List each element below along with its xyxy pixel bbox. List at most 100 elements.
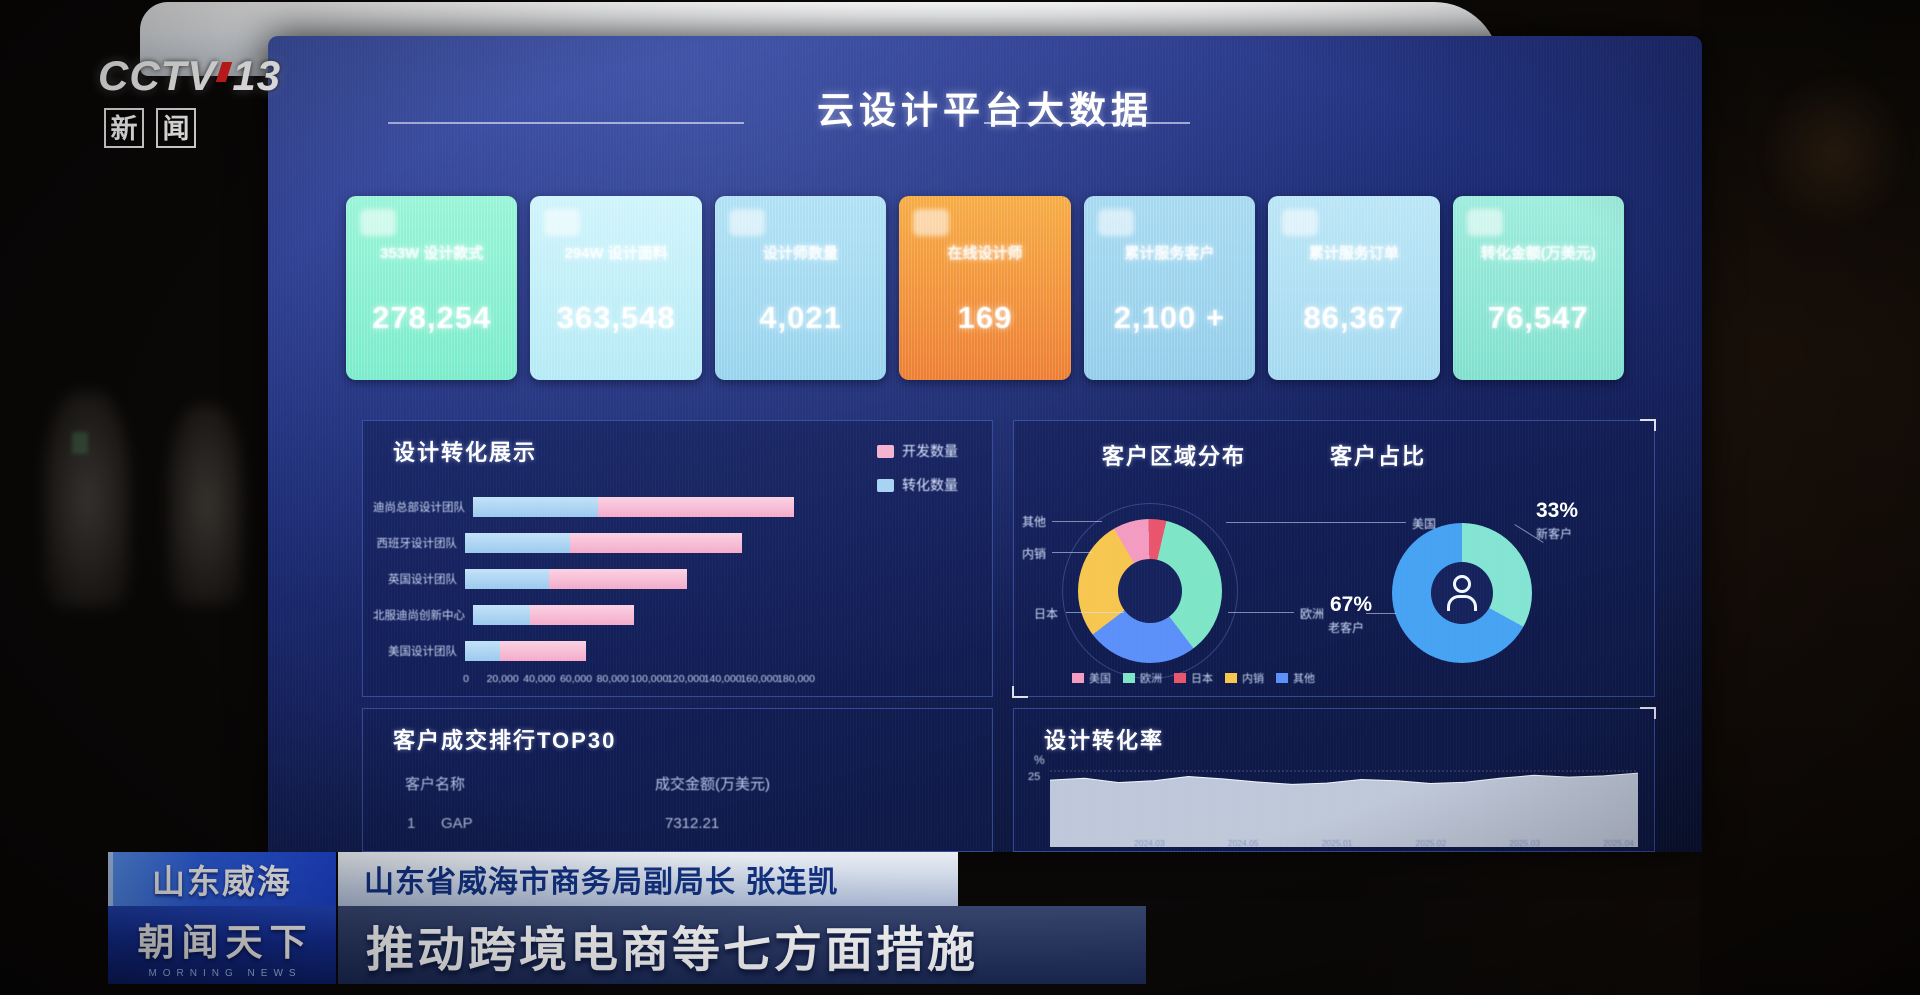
y-axis-unit: % xyxy=(1034,753,1045,767)
customer-person-icon xyxy=(1445,575,1479,611)
panel-design-conversion: 设计转化展示 开发数量 转化数量 迪尚总部设计团队 西班牙设计团队 xyxy=(362,420,993,697)
donut-hole xyxy=(1431,562,1493,624)
kpi-value: 4,021 xyxy=(759,300,842,335)
bar-segment-converted xyxy=(473,605,530,625)
bar-track xyxy=(473,605,803,625)
x-axis-tick: 80,000 xyxy=(596,673,629,685)
callout-line xyxy=(1228,612,1294,613)
bar-segment-converted xyxy=(465,569,550,589)
old-customer-label: 老客户 xyxy=(1328,621,1365,635)
kpi-value: 76,547 xyxy=(1487,300,1589,335)
bar-segment-developed xyxy=(597,497,794,517)
region-label-europe: 欧洲 xyxy=(1300,607,1325,621)
x-axis-tick: 140,000 xyxy=(703,673,742,685)
x-axis-tick: 100,000 xyxy=(630,673,669,685)
panel-corner-mark xyxy=(1640,707,1656,719)
panel-corner-mark xyxy=(1012,686,1028,698)
region-label-japan: 日本 xyxy=(1034,607,1059,621)
x-axis-date-tick: 2025.02 xyxy=(1415,838,1447,848)
headline-text: 推动跨境电商等七方面措施 xyxy=(366,924,979,977)
legend-label: 日本 xyxy=(1191,673,1213,685)
legend-item: 欧洲 xyxy=(1123,670,1162,686)
region-label-other: 其他 xyxy=(1022,515,1047,529)
callout-line xyxy=(1366,613,1396,614)
new-customer-label: 新客户 xyxy=(1536,527,1573,541)
panel-corner-mark xyxy=(1640,419,1656,431)
x-axis-tick: 160,000 xyxy=(740,673,779,685)
mannequin-silhouette xyxy=(168,405,244,605)
legend-label: 内销 xyxy=(1242,673,1264,685)
program-name-english: MORNING NEWS xyxy=(148,967,302,979)
region-legend: 美国 欧洲 日本 内销 其他 xyxy=(1072,670,1315,686)
panel-title: 客户成交排行TOP30 xyxy=(393,728,617,753)
channel-char-box: 闻 xyxy=(156,108,196,148)
bar-category-label: 西班牙设计团队 xyxy=(376,538,458,550)
program-name: 朝闻天下 xyxy=(137,921,314,963)
channel-number: 13 xyxy=(232,52,282,99)
kpi-card: 设计师数量 4,021 xyxy=(714,196,887,380)
legend-item: 开发数量 xyxy=(877,441,958,461)
panel-conversion-rate: 设计转化率 % 25 2024.03 2024.05 2025.01 2025.02 2… xyxy=(1013,707,1656,852)
x-axis-tick: 120,000 xyxy=(667,673,705,685)
x-axis-date-tick: 2024.05 xyxy=(1227,838,1259,848)
bar-track xyxy=(473,497,803,517)
legend-label: 转化数量 xyxy=(902,477,958,493)
legend-item: 其他 xyxy=(1276,670,1315,686)
bar-segment-converted xyxy=(465,641,500,661)
bar-category-label: 北服迪尚创新中心 xyxy=(373,610,465,622)
legend-item: 内销 xyxy=(1225,670,1264,686)
bar-segment-developed xyxy=(549,569,687,589)
display-light xyxy=(72,432,88,454)
legend-swatch xyxy=(1276,673,1288,683)
kpi-card: 353W 设计款式 278,254 xyxy=(346,196,518,380)
panel-customer-distribution: 客户区域分布 客户占比 其他 内销 日本 美国 欧洲 33% 新客户 67% xyxy=(1012,419,1656,698)
title-underline-left xyxy=(388,122,744,124)
bar-segment-developed xyxy=(499,641,586,661)
legend-swatch xyxy=(1123,673,1135,683)
callout-line xyxy=(1052,521,1102,522)
bar-row: 英国设计团队 xyxy=(373,561,803,597)
kpi-value: 2,100 + xyxy=(1113,300,1226,335)
program-logo-box: 朝闻天下 MORNING NEWS xyxy=(108,906,336,984)
kpi-icon xyxy=(1466,209,1503,236)
legend-item: 转化数量 xyxy=(877,475,958,495)
panel-title: 设计转化展示 xyxy=(393,440,538,465)
kpi-icon xyxy=(728,209,765,236)
channel-char-box: 新 xyxy=(104,108,144,148)
panel-customer-ranking: 客户成交排行TOP30 客户名称 成交金额(万美元) 1 GAP 7312.21 xyxy=(362,708,993,852)
area-chart xyxy=(1050,767,1638,847)
bar-segment-developed xyxy=(529,605,635,625)
dashboard-screen: 云设计平台大数据 353W 设计款式 278,254 294W 设计面料 363… xyxy=(268,36,1702,852)
legend-item: 美国 xyxy=(1072,670,1111,686)
shelf-glow xyxy=(1760,70,1910,230)
title-underline-right xyxy=(984,122,1190,124)
y-axis-tick: 25 xyxy=(1028,771,1041,783)
bar-row: 北服迪尚创新中心 xyxy=(373,597,803,633)
kpi-label: 转化金额(万美元) xyxy=(1480,245,1596,262)
location-tag-text: 山东威海 xyxy=(152,863,292,900)
x-axis-tick: 40,000 xyxy=(523,673,556,685)
kpi-value: 169 xyxy=(957,300,1013,335)
kpi-icon xyxy=(913,209,950,236)
legend-swatch xyxy=(1072,673,1084,683)
legend-label: 美国 xyxy=(1089,673,1111,685)
bar-row: 迪尚总部设计团队 xyxy=(373,489,803,525)
bar-track xyxy=(465,569,795,589)
kpi-icon xyxy=(1282,209,1319,236)
area-fill xyxy=(1050,773,1638,847)
bar-category-label: 美国设计团队 xyxy=(388,646,457,658)
kpi-value: 86,367 xyxy=(1303,300,1405,335)
share-donut-chart xyxy=(1392,523,1532,663)
x-axis-tick: 0 xyxy=(463,673,469,685)
x-axis-date-tick: 2025.01 xyxy=(1321,838,1353,848)
x-axis-tick: 20,000 xyxy=(486,673,519,685)
mannequin-silhouette xyxy=(44,392,130,607)
kpi-icon xyxy=(360,209,396,236)
bar-segment-converted xyxy=(473,497,598,517)
bar-legend: 开发数量 转化数量 xyxy=(877,441,958,509)
kpi-label: 设计师数量 xyxy=(763,245,839,262)
bar-segment-converted xyxy=(465,533,570,553)
kpi-card: 累计服务客户 2,100 + xyxy=(1083,196,1256,380)
bar-row: 美国设计团队 xyxy=(373,633,803,669)
